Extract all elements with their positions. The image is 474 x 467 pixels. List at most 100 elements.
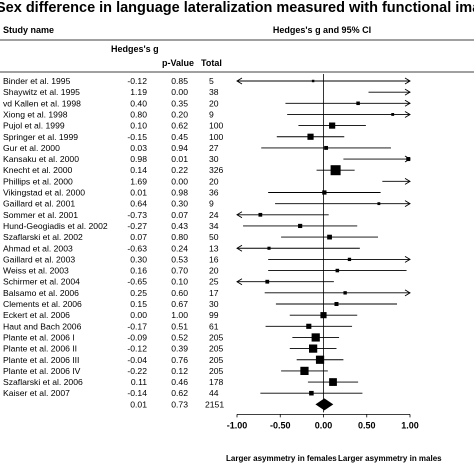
study-name: Kaiser et al. 2007 — [3, 388, 70, 398]
total-n: 30 — [209, 299, 219, 309]
ci-arrow-left — [236, 278, 243, 286]
hedges-g-value: -0.73 — [127, 210, 147, 220]
x-tick-label: 0.50 — [358, 420, 376, 430]
point-estimate — [300, 366, 309, 376]
study-name: Gaillard et al. 2001 — [3, 199, 75, 209]
x-axis: -1.00 -0.50 0.00 0.50 1.00 — [227, 413, 419, 430]
study-name: vd Kallen et al. 1998 — [3, 98, 81, 108]
hedges-g-value: 1.19 — [130, 87, 147, 97]
p-value: 0.51 — [171, 321, 188, 331]
study-rows: Binder et al. 1995 -0.12 0.85 5 Shaywitz et … — [3, 76, 224, 409]
total-n: 24 — [209, 210, 219, 220]
study-name: Eckert et al. 2006 — [3, 310, 70, 320]
total-n: 9 — [209, 199, 214, 209]
point-estimate — [356, 101, 360, 106]
point-estimate — [334, 301, 339, 307]
ci-arrow-left — [236, 244, 243, 252]
ci-arrow-left — [236, 211, 243, 219]
total-n: 20 — [209, 266, 219, 276]
point-estimate — [327, 234, 332, 240]
p-value: 0.00 — [171, 87, 188, 97]
hedges-g-value: 0.00 — [130, 310, 147, 320]
study-name: Sommer et al. 2001 — [3, 210, 78, 220]
point-estimate — [377, 202, 381, 206]
total-n: 99 — [209, 310, 219, 320]
point-estimate — [347, 257, 352, 262]
hedges-g-value: 0.03 — [130, 143, 147, 153]
hedges-g-value: 0.16 — [130, 266, 147, 276]
point-estimate — [298, 223, 303, 229]
p-value: 0.43 — [171, 221, 188, 231]
total-n: 44 — [209, 388, 219, 398]
total-n: 13 — [209, 243, 219, 253]
p-value: 0.76 — [171, 355, 188, 365]
ci-arrow-left — [236, 77, 243, 85]
study-name: Szaflarski et al. 2006 — [3, 377, 83, 387]
total-n: 36 — [209, 188, 219, 198]
point-estimate — [322, 190, 327, 195]
p-value: 0.94 — [171, 143, 188, 153]
total-n: 30 — [209, 154, 219, 164]
hedges-g-value: 0.98 — [130, 154, 147, 164]
summary-hedges-g: 0.01 — [130, 399, 147, 409]
hedges-g-value: -0.12 — [127, 344, 147, 354]
chart-title: Sex difference in language lateralizatio… — [0, 0, 474, 16]
point-estimate — [391, 113, 395, 116]
hedges-g-value: 0.07 — [130, 232, 147, 242]
study-name: Balsamo et al. 2006 — [3, 288, 79, 298]
x-caption-females: Larger asymmetry in females — [226, 454, 337, 463]
study-name: Phillips et al. 2000 — [3, 176, 73, 186]
point-estimate — [406, 157, 411, 162]
hedges-g-value: -0.09 — [127, 332, 147, 342]
study-name: Shaywitz et al. 1995 — [3, 87, 80, 97]
hedges-g-value: -0.04 — [127, 355, 147, 365]
study-name: Schirmer et al. 2004 — [3, 277, 80, 287]
total-n: 61 — [209, 321, 219, 331]
study-name: Szaflarski et al. 2002 — [3, 232, 83, 242]
p-value: 0.62 — [171, 388, 188, 398]
study-name: Vikingstad et al. 2000 — [3, 188, 85, 198]
ci-arrow-right — [404, 99, 411, 107]
p-value: 0.35 — [171, 98, 188, 108]
point-estimate — [330, 165, 341, 176]
summary-p-value: 0.73 — [171, 399, 188, 409]
p-value: 0.12 — [171, 366, 188, 376]
ci-arrow-right — [404, 289, 411, 297]
p-value: 0.10 — [171, 277, 188, 287]
p-value: 0.80 — [171, 232, 188, 242]
total-n: 17 — [209, 288, 219, 298]
point-estimate — [311, 79, 315, 83]
p-value: 0.67 — [171, 299, 188, 309]
p-value: 0.22 — [171, 165, 188, 175]
x-tick-label: 1.00 — [401, 420, 419, 430]
p-value: 0.85 — [171, 76, 188, 86]
p-value: 0.52 — [171, 332, 188, 342]
header-plot: Hedges's g and 95% CI — [273, 25, 371, 35]
summary-diamond — [315, 398, 334, 411]
study-name: Gaillard et al. 2003 — [3, 254, 75, 264]
p-value: 0.70 — [171, 266, 188, 276]
hedges-g-value: -0.63 — [127, 243, 147, 253]
p-value: 0.46 — [171, 377, 188, 387]
header-study-name: Study name — [3, 25, 54, 35]
p-value: 0.20 — [171, 109, 188, 119]
total-n: 178 — [209, 377, 224, 387]
hedges-g-value: -0.22 — [127, 366, 147, 376]
summary-total-n: 2151 — [205, 399, 224, 409]
hedges-g-value: -0.17 — [127, 321, 147, 331]
total-n: 100 — [209, 121, 224, 131]
point-estimate — [315, 355, 325, 364]
hedges-g-value: 0.40 — [130, 98, 147, 108]
p-value: 0.07 — [171, 210, 188, 220]
p-value: 0.30 — [171, 199, 188, 209]
total-n: 5 — [209, 76, 214, 86]
study-name: Xiong et al. 1998 — [3, 109, 68, 119]
hedges-g-value: 0.64 — [130, 199, 147, 209]
p-value: 0.62 — [171, 121, 188, 131]
point-estimate — [306, 323, 312, 329]
point-estimate — [335, 268, 340, 273]
hedges-g-value: -0.14 — [127, 388, 147, 398]
study-name: Pujol et al. 1999 — [3, 121, 65, 131]
header-p-value: p-Value — [162, 58, 194, 68]
